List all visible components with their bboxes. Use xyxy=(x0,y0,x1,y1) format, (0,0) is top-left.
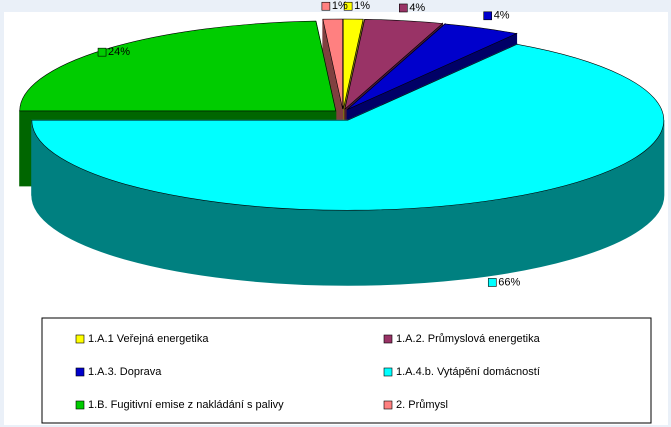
slice xyxy=(31,43,665,211)
legend-label: 1.A.3. Doprava xyxy=(88,366,162,378)
legend-key xyxy=(383,334,393,344)
slice xyxy=(344,18,444,110)
legend-label: 1.B. Fugitivní emise z nakládání s paliv… xyxy=(88,399,284,411)
data-label: 1% xyxy=(354,0,370,12)
data-label-key xyxy=(321,1,331,11)
data-label-key xyxy=(487,278,497,287)
legend-key xyxy=(75,400,85,410)
legend-key xyxy=(75,367,85,377)
data-label: 66% xyxy=(498,276,520,288)
data-label-key xyxy=(399,3,408,13)
legend-key xyxy=(383,400,393,410)
legend-key xyxy=(75,334,85,344)
data-label-key xyxy=(343,1,353,11)
legend-label: 1.A.1 Veřejná energetika xyxy=(88,333,209,345)
data-label: 4% xyxy=(494,10,510,22)
legend-box xyxy=(41,317,652,424)
legend-label: 1.A.4.b. Vytápění domácností xyxy=(396,366,540,378)
data-label-key xyxy=(97,47,107,57)
data-label-key xyxy=(483,11,492,21)
data-label: 4% xyxy=(409,2,425,14)
slice xyxy=(322,18,343,110)
slice xyxy=(343,18,364,110)
data-label: 1% xyxy=(332,0,348,12)
legend-label: 1.A.2. Průmyslová energetika xyxy=(396,333,541,345)
legend-key xyxy=(383,367,393,377)
data-label: 24% xyxy=(108,46,130,58)
slice xyxy=(347,23,518,110)
legend-label: 2. Průmysl xyxy=(396,399,448,411)
